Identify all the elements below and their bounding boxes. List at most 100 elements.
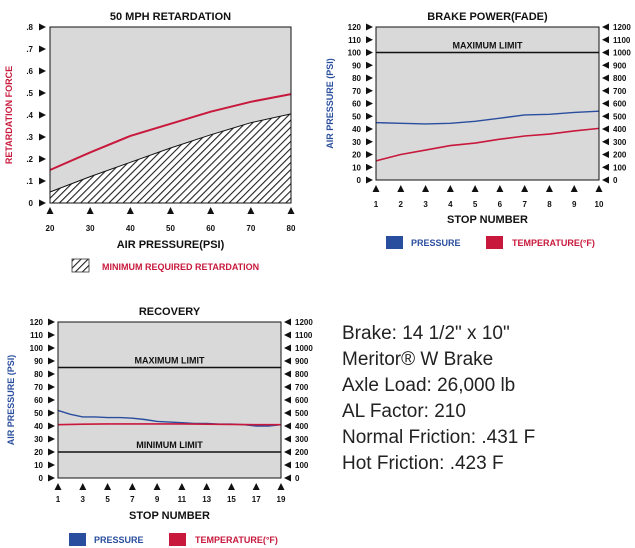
chart3-limit-label-1: MAXIMUM LIMIT [135,356,205,366]
chart3-temperature-line [57,423,281,426]
chart3-y2-tick-label: 600 [295,396,309,405]
chart3-x-tick-marker [54,483,62,490]
chart1-y-tick-label: 0 [29,199,34,208]
chart3-y-tick-marker [48,396,55,404]
chart3-x-tick-label: 9 [155,495,160,504]
chart2-y2-tick-label: 200 [613,151,627,160]
chart1-x-axis-label: AIR PRESSURE(PSI) [117,239,225,251]
chart2-y2-tick-marker [602,36,609,44]
chart3-y-tick-label: 120 [30,318,44,327]
chart3-x-tick-label: 7 [130,495,135,504]
spec-al-factor: AL Factor: 210 [342,401,466,422]
chart1-y-tick-marker [39,23,46,31]
chart3-x-tick-label: 3 [81,495,86,504]
chart2-temperature-line [375,127,600,162]
chart3-y-tick-marker [48,409,55,417]
chart3-y2-tick-marker [284,318,291,326]
chart3-y2-tick-label: 800 [295,370,309,379]
chart3-frame [57,321,282,479]
chart3-y-tick-marker [48,383,55,391]
chart2-frame [375,26,600,181]
chart3-y2-tick-label: 500 [295,409,309,418]
chart1-y-tick-label: .7 [26,45,33,54]
chart2-y-tick-marker [366,125,373,133]
chart2-y2-tick-label: 100 [613,163,627,172]
chart2-x-tick-label: 9 [572,200,577,209]
chart2-y2-tick-label: 300 [613,138,627,147]
chart2-legend-temperature-swatch [486,236,503,249]
chart1-y-tick-marker [39,155,46,163]
chart2-x-tick-label: 3 [423,200,428,209]
chart2-y2-tick-label: 0 [613,176,618,185]
chart2-y-tick-label: 110 [348,36,361,45]
chart2-y-tick-marker [366,74,373,82]
chart2-x-tick-label: 7 [522,200,527,209]
chart2-x-tick-marker [471,185,479,192]
chart3-limit-label-2: MINIMUM LIMIT [136,440,203,450]
chart1-y-tick-label: .3 [26,133,33,142]
chart1-x-tick-marker [287,207,295,214]
chart1-x-tick-label: 30 [86,224,95,233]
chart3-x-tick-label: 19 [277,495,286,504]
chart2-x-tick-label: 6 [498,200,503,209]
chart3-y-tick-marker [48,357,55,365]
chart1-x-tick-label: 40 [126,224,135,233]
chart3-y2-tick-marker [284,474,291,482]
chart2-y-tick-marker [366,100,373,107]
chart1-x-tick-label: 20 [46,224,55,233]
chart1-y-tick-label: .2 [26,155,33,164]
chart3-y-tick-label: 0 [39,474,44,483]
chart2-y2-tick-marker [602,23,609,31]
chart1-y-tick-marker [39,89,46,97]
chart2-y-tick-label: 90 [352,61,361,70]
chart1-x-tick-label: 80 [287,224,296,233]
chart1-y-tick-marker [39,45,46,53]
chart3-y-tick-marker [48,474,55,482]
chart1-retardation-line [49,93,292,171]
chart3-legend-pressure-swatch [69,533,86,546]
chart3-x-tick-label: 15 [227,495,236,504]
chart3-y-tick-marker [48,422,55,430]
chart3-y2-tick-marker [284,383,291,391]
chart2-pressure-line [375,110,600,125]
chart3-y2-tick-marker [284,357,291,365]
chart2-y2-tick-marker [602,176,609,184]
chart2-y-tick-marker [366,36,373,44]
chart3-y-tick-marker [48,370,55,378]
chart1-x-tick-label: 50 [166,224,175,233]
chart2-x-tick-marker [595,185,603,192]
chart2-title: BRAKE POWER(FADE) [427,11,548,23]
chart3-x-tick-marker [203,483,211,490]
chart2-y-tick-marker [366,176,373,184]
chart3-x-tick-label: 1 [56,495,61,504]
chart3-y-tick-marker [48,435,55,443]
chart3-y2-tick-label: 200 [295,448,309,457]
chart3-y2-tick-marker [284,461,291,469]
chart3-x-axis-label: STOP NUMBER [129,510,210,522]
chart2-y2-tick-marker [602,61,609,69]
chart3-title: RECOVERY [139,306,201,318]
chart3-y2-tick-marker [284,448,291,456]
chart1-y-axis-label: RETARDATION FORCE [4,66,14,164]
chart2-y-tick-marker [366,151,373,158]
chart2-x-tick-marker [521,185,529,192]
spec-brake-model: Meritor® W Brake [342,349,494,370]
chart2-y2-tick-marker [602,74,609,82]
chart2-y-tick-label: 20 [352,151,361,160]
chart1-y-tick-marker [39,111,46,119]
chart3-y2-tick-label: 300 [295,435,309,444]
chart3-y2-tick-marker [284,370,291,378]
chart3-x-tick-label: 13 [202,495,211,504]
chart1-x-tick-label: 70 [246,224,255,233]
chart3-y-tick-label: 50 [34,409,43,418]
spec-axle-load: Axle Load: 26,000 lb [342,375,516,396]
chart2-limit-label-1: MAXIMUM LIMIT [453,41,523,51]
chart1-y-tick-label: .1 [26,177,33,186]
chart3-x-tick-marker [178,483,186,490]
chart2-y-tick-label: 70 [352,87,361,96]
chart2-x-tick-marker [570,185,578,192]
chart1-x-tick-marker [207,207,215,214]
chart3-legend-temperature-swatch [169,533,186,546]
chart3-y2-tick-label: 900 [295,357,309,366]
